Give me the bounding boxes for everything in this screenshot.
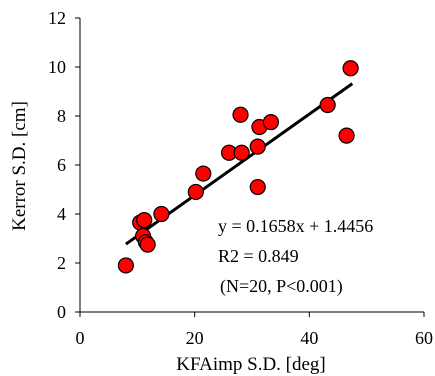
data-point	[249, 138, 266, 155]
x-axis-label: KFAimp S.D. [deg]	[176, 354, 326, 375]
data-point	[262, 114, 280, 131]
x-tick-label: 20	[186, 328, 204, 348]
data-point	[187, 183, 204, 201]
data-points	[117, 60, 359, 274]
data-point	[117, 257, 134, 274]
data-point	[233, 144, 250, 161]
regression-equation: y = 0.1658x + 1.4456	[218, 216, 373, 236]
y-tick-label: 12	[48, 8, 66, 28]
data-point	[139, 236, 156, 253]
data-point	[136, 212, 153, 229]
data-point	[232, 106, 249, 123]
x-tick-label: 0	[76, 328, 85, 348]
y-tick-label: 8	[57, 106, 66, 126]
y-ticks: 0 2 4 6 8 10 12	[48, 8, 80, 322]
data-point	[342, 60, 359, 77]
data-point	[249, 178, 266, 196]
data-point	[319, 96, 336, 114]
sample-size-label: (N=20, P<0.001)	[220, 276, 343, 297]
data-point	[153, 205, 170, 223]
x-tick-label: 60	[415, 328, 433, 348]
data-point	[338, 127, 355, 144]
x-tick-label: 40	[300, 328, 318, 348]
y-tick-label: 2	[57, 253, 66, 273]
r-squared-label: R2 = 0.849	[218, 246, 299, 266]
data-point	[195, 165, 212, 182]
y-tick-label: 6	[57, 155, 66, 175]
y-tick-label: 10	[48, 57, 66, 77]
y-tick-label: 0	[57, 302, 66, 322]
y-axis-label: Kerror S.D. [cm]	[9, 101, 30, 231]
y-tick-label: 4	[57, 204, 66, 224]
x-ticks: 0 20 40 60	[76, 312, 433, 348]
